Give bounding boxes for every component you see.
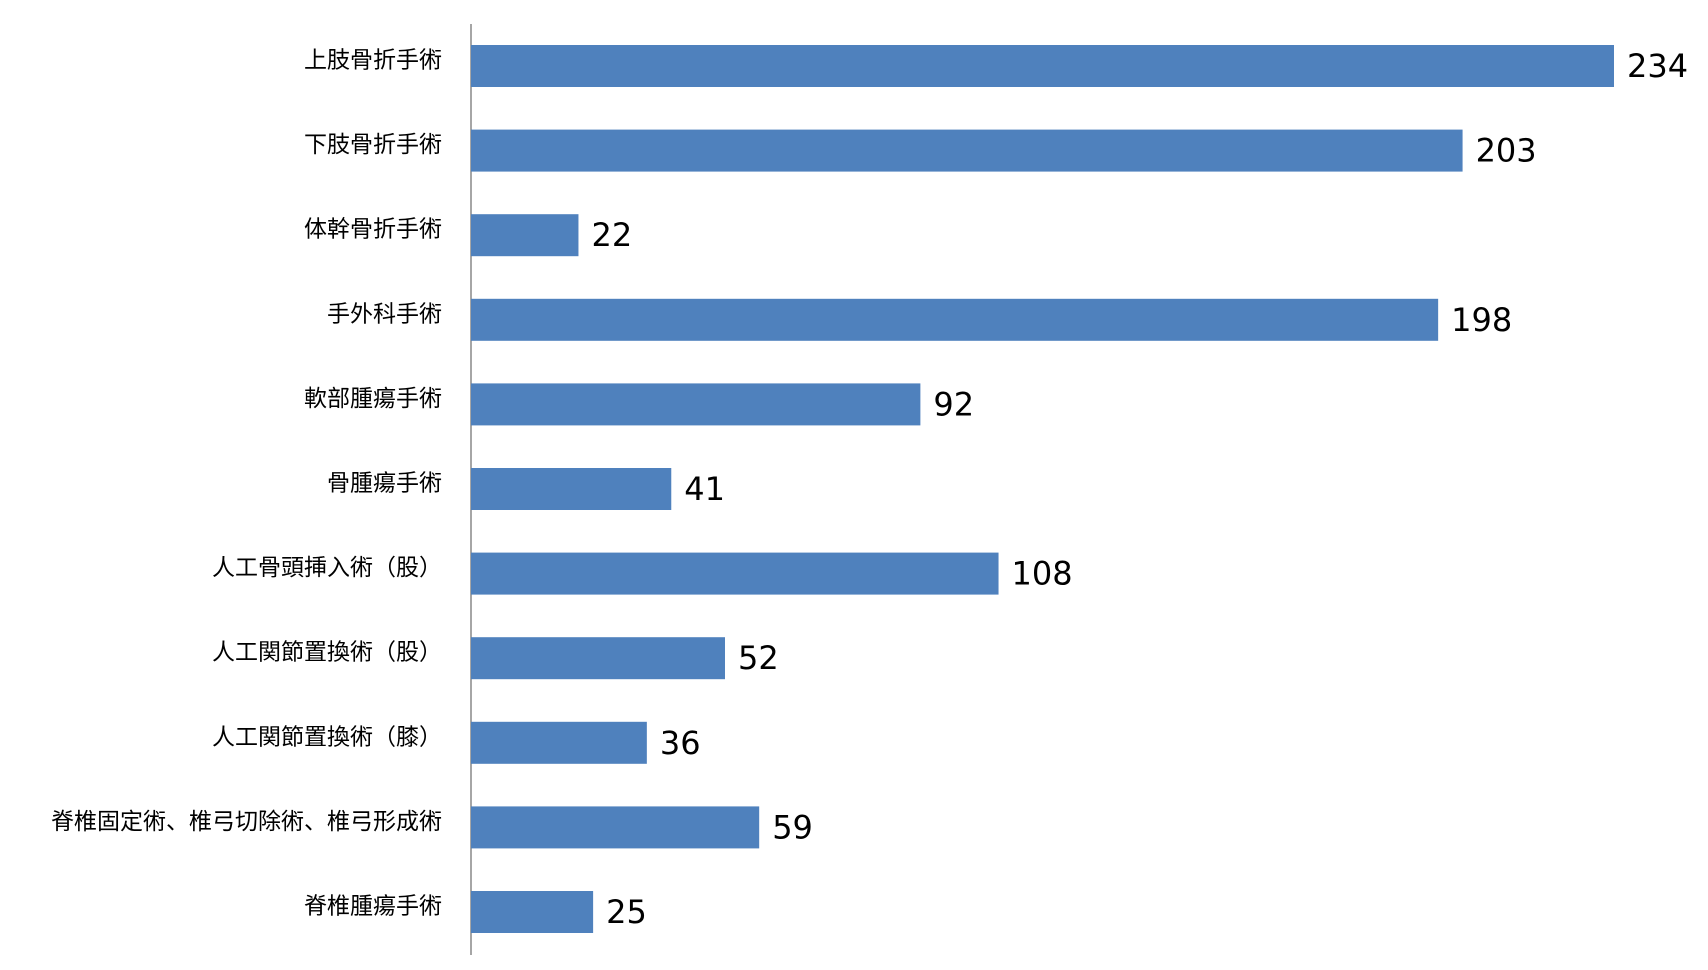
category-label: 骨腫瘍手術 (327, 471, 442, 497)
bar (471, 383, 921, 426)
category-label: 上肢骨折手術 (304, 48, 442, 74)
data-label: 92 (933, 385, 974, 423)
data-label: 59 (772, 808, 813, 846)
bar (471, 129, 1463, 172)
bar (471, 806, 760, 849)
data-label: 108 (1012, 555, 1073, 593)
bar (471, 552, 999, 595)
category-label: 人工関節置換術（膝） (212, 724, 442, 750)
category-label: 下肢骨折手術 (304, 132, 442, 158)
data-label: 198 (1451, 301, 1512, 339)
category-label: 人工関節置換術（股） (212, 640, 442, 666)
bar (471, 298, 1439, 341)
category-label: 脊椎腫瘍手術 (304, 894, 442, 920)
data-label: 203 (1476, 132, 1537, 170)
category-label: 手外科手術 (327, 301, 442, 327)
bar (471, 214, 579, 257)
data-label: 22 (591, 216, 632, 254)
bar (471, 468, 672, 510)
data-label: 234 (1627, 47, 1688, 85)
data-label: 41 (684, 470, 725, 508)
bar (471, 721, 647, 764)
category-label: 脊椎固定術、椎弓切除術、椎弓形成術 (51, 809, 442, 835)
bar (471, 45, 1614, 87)
bar (471, 637, 725, 680)
category-label: 人工骨頭挿入術（股） (212, 555, 442, 581)
category-label: 軟部腫瘍手術 (304, 386, 442, 412)
data-label: 25 (606, 893, 647, 931)
data-label: 52 (738, 639, 779, 677)
bar (471, 891, 594, 933)
data-label: 36 (660, 724, 701, 762)
category-label: 体幹骨折手術 (304, 217, 442, 243)
